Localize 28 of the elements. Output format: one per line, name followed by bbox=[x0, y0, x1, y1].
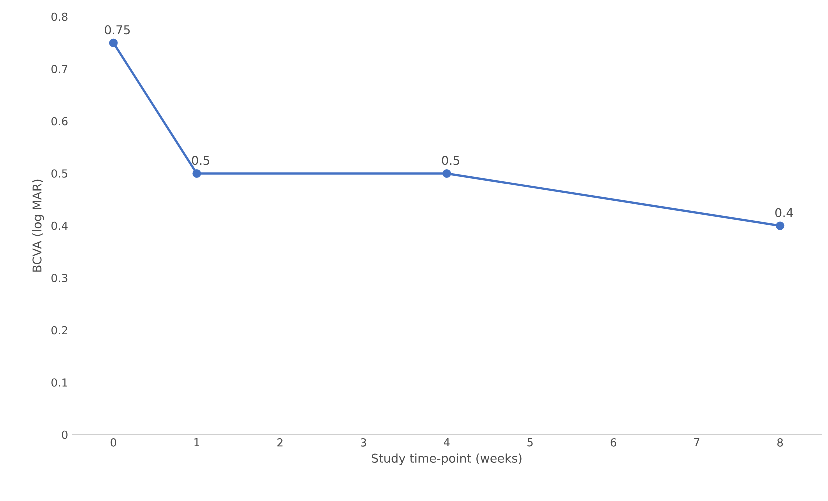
point bbox=[776, 222, 785, 230]
x-tick-label: 2 bbox=[278, 438, 283, 447]
point bbox=[109, 38, 118, 48]
x-tick-label: 3 bbox=[361, 438, 366, 447]
x-tick-label: 6 bbox=[610, 438, 616, 447]
point bbox=[192, 169, 202, 178]
x-tick-label: 7 bbox=[694, 438, 700, 447]
y-axis-title: BCVA (log MAR) bbox=[32, 180, 44, 272]
point bbox=[442, 169, 452, 178]
y-tick-label: 0.7 bbox=[52, 65, 68, 74]
x-axis-title: Study time-point (weeks) bbox=[372, 454, 522, 466]
x-tick-label: 0 bbox=[110, 438, 116, 447]
data-label: 0.4 bbox=[776, 208, 794, 218]
y-tick-label: 0 bbox=[62, 430, 68, 440]
data-label: 0.5 bbox=[442, 156, 460, 166]
data-label: 0.75 bbox=[105, 26, 130, 35]
y-tick-label: 0.6 bbox=[52, 117, 68, 126]
y-tick-label: 0.8 bbox=[52, 12, 68, 22]
y-tick-label: 0.5 bbox=[52, 170, 68, 178]
y-tick-label: 0.1 bbox=[52, 378, 68, 387]
x-tick-label: 5 bbox=[528, 438, 533, 447]
x-tick-label: 8 bbox=[778, 438, 784, 447]
x-tick-label: 4 bbox=[444, 438, 450, 447]
y-tick-label: 0.4 bbox=[52, 222, 68, 230]
x-tick-label: 1 bbox=[194, 438, 200, 447]
y-tick-label: 0.2 bbox=[52, 326, 68, 335]
y-tick-label: 0.3 bbox=[52, 274, 68, 282]
data-label: 0.5 bbox=[192, 156, 210, 166]
